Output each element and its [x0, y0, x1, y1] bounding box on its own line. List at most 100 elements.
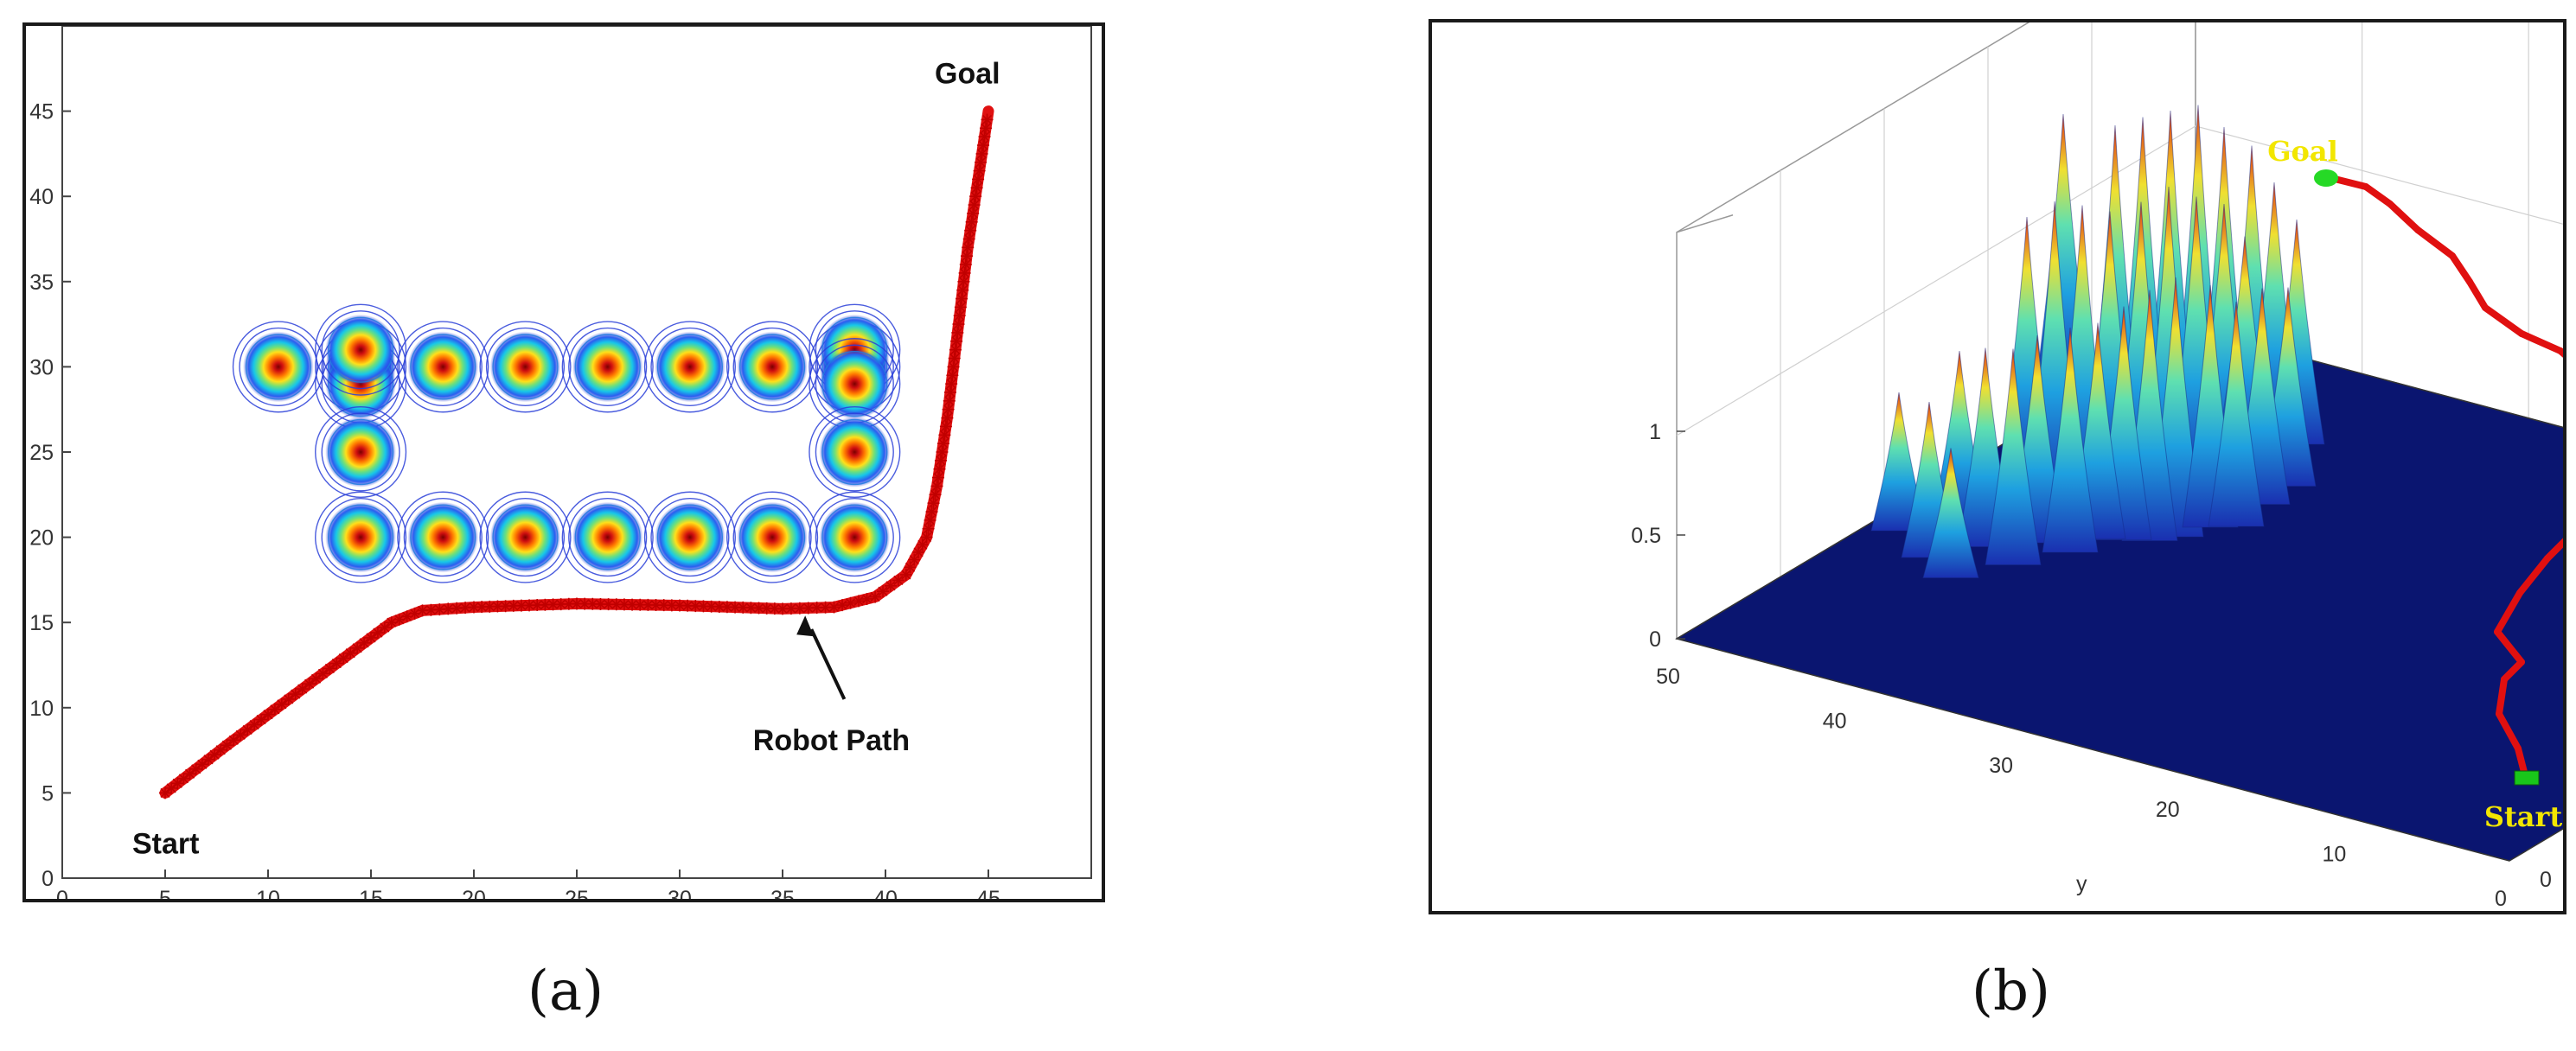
path-marker [201, 753, 214, 766]
obstacle-spike [2042, 327, 2099, 553]
path-marker [468, 601, 480, 614]
path-marker [507, 599, 520, 612]
contour-plot-svg: 0 5 10 15 20 25 30 35 40 45 0 5 10 15 20 25 30 35 40 45 Sta… [29, 25, 1092, 911]
contour-ring [321, 412, 400, 492]
path-marker [476, 601, 489, 614]
path-marker [737, 601, 750, 614]
path-marker [720, 601, 733, 614]
contour-ring [232, 321, 324, 413]
path-marker [938, 429, 951, 442]
path-marker [930, 480, 943, 493]
path-marker [571, 597, 583, 610]
path-marker [967, 207, 980, 220]
contour-ring [485, 498, 566, 577]
robot-path-segment [2387, 201, 2421, 233]
x-tick-label: 35 [770, 887, 795, 899]
contour-ring [321, 498, 400, 577]
panel-b-surface-plot: 00.510102030405001020304050xy StartGoalR… [1429, 0, 2576, 914]
box-edge [1676, 214, 1734, 233]
path-marker [957, 275, 970, 288]
x-tick-label: 15 [359, 887, 383, 899]
panel-a-contour-plot: 0 5 10 15 20 25 30 35 40 45 0 5 10 15 20 25 30 35 40 45 Sta… [22, 22, 1105, 911]
path-marker [892, 574, 904, 587]
y-tick-label: 10 [2322, 843, 2346, 867]
path-marker [961, 250, 974, 263]
path-marker [697, 600, 710, 613]
obstacle-peak [737, 331, 808, 403]
path-marker [159, 787, 171, 799]
x-tick-label: 5 [159, 887, 171, 899]
path-marker [171, 777, 184, 790]
goal-marker [2314, 169, 2338, 187]
path-marker [523, 599, 536, 612]
x-tick-label: 20 [462, 887, 486, 899]
path-marker [962, 232, 975, 245]
y-tick-label: 10 [29, 697, 54, 721]
path-marker [491, 600, 504, 613]
path-marker [681, 599, 694, 612]
contour-ring [479, 491, 572, 583]
path-marker [908, 553, 921, 566]
path-marker [385, 616, 398, 629]
path-marker [969, 190, 982, 203]
obstacle-peak [325, 314, 396, 385]
contour-ring [321, 310, 400, 390]
path-marker [227, 734, 240, 747]
path-marker [912, 545, 925, 558]
path-marker [378, 621, 391, 634]
robot-path-segment [2496, 676, 2508, 717]
robot-path-segment [2482, 304, 2525, 337]
x-tick-label: 0 [56, 887, 68, 899]
path-marker [499, 600, 512, 613]
y-tick-label: 20 [29, 526, 54, 551]
path-marker [189, 762, 202, 775]
robot-path-segment [2414, 226, 2456, 259]
path-marker [371, 627, 384, 640]
obstacle-spike [2208, 301, 2265, 527]
path-marker [183, 768, 196, 780]
contour-ring [568, 327, 648, 406]
x-tick-label: 30 [668, 887, 692, 899]
obstacle-peak [737, 501, 808, 573]
contour-ring [479, 321, 572, 413]
path-marker [649, 599, 662, 612]
path-marker [768, 602, 781, 615]
path-marker [531, 599, 544, 612]
path-marker [539, 598, 552, 611]
path-marker [459, 602, 472, 615]
robot-path-segment [2518, 330, 2564, 354]
path-marker [594, 597, 607, 610]
path-marker [931, 471, 944, 484]
path-marker [934, 454, 947, 467]
y-tick-label: 0 [42, 867, 54, 891]
path-marker [177, 772, 190, 785]
y-tick-label: 30 [1989, 754, 2013, 778]
contour-ring [643, 491, 736, 583]
path-marker [303, 678, 316, 691]
obstacle-peak [655, 331, 725, 403]
path-marker [943, 394, 956, 407]
contour-ring [315, 303, 407, 396]
x-tick-label: 45 [976, 887, 1000, 899]
path-marker [958, 266, 971, 279]
contour-ring [315, 405, 407, 499]
path-marker [956, 292, 968, 305]
path-marker [221, 739, 233, 752]
obstacle-peak [819, 501, 891, 573]
contour-ring [403, 327, 483, 406]
contour-ring [650, 327, 730, 406]
start-marker [2514, 770, 2540, 786]
robot-path-segment [2449, 252, 2473, 285]
y-tick-label: 20 [2156, 798, 2180, 822]
path-marker [975, 147, 988, 160]
robot-path-segment [2362, 183, 2394, 207]
path-marker [208, 748, 221, 761]
path-marker [617, 598, 630, 611]
obstacle-peak [819, 417, 891, 487]
path-marker [408, 607, 421, 620]
path-marker [784, 602, 797, 615]
contour-ring [732, 327, 812, 406]
obstacle-peak [489, 501, 561, 573]
path-marker [393, 613, 406, 626]
path-marker [358, 636, 371, 649]
